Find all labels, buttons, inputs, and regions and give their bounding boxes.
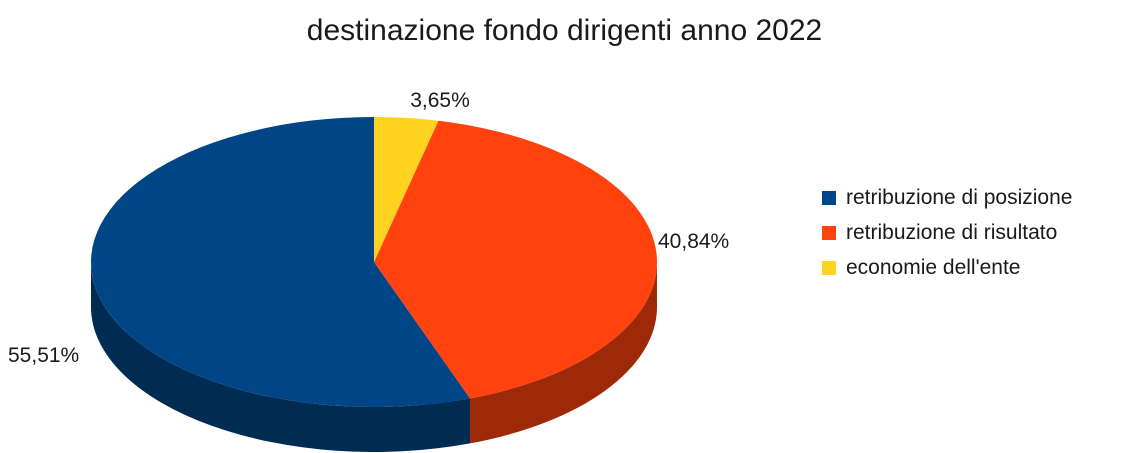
legend-item-retribuzione-di-posizione: retribuzione di posizione <box>822 180 1072 215</box>
pie-slices <box>90 117 657 452</box>
legend-label: economie dell'ente <box>846 255 1021 279</box>
legend-item-economie-dell-ente: economie dell'ente <box>822 250 1072 285</box>
pie-slice-1 <box>374 120 657 399</box>
legend-label: retribuzione di risultato <box>846 220 1058 244</box>
chart-title: destinazione fondo dirigenti anno 2022 <box>306 14 823 47</box>
legend-swatch <box>822 225 836 240</box>
pie-slice-side-1 <box>470 262 657 444</box>
data-label-1: 40,84% <box>658 230 729 253</box>
legend-swatch <box>822 190 836 205</box>
data-label-2: 3,65% <box>410 89 470 112</box>
pie-slice-0 <box>90 117 471 407</box>
legend: retribuzione di posizione retribuzione d… <box>822 180 1072 285</box>
pie-slice-side-0 <box>91 262 471 452</box>
pie-slice-2 <box>374 117 439 262</box>
legend-label: retribuzione di posizione <box>846 185 1073 209</box>
legend-swatch <box>822 260 836 275</box>
legend-item-retribuzione-di-risultato: retribuzione di risultato <box>822 215 1072 250</box>
pie-data-labels: 55,51% 40,84% 3,65% <box>8 89 729 367</box>
data-label-0: 55,51% <box>8 344 79 367</box>
